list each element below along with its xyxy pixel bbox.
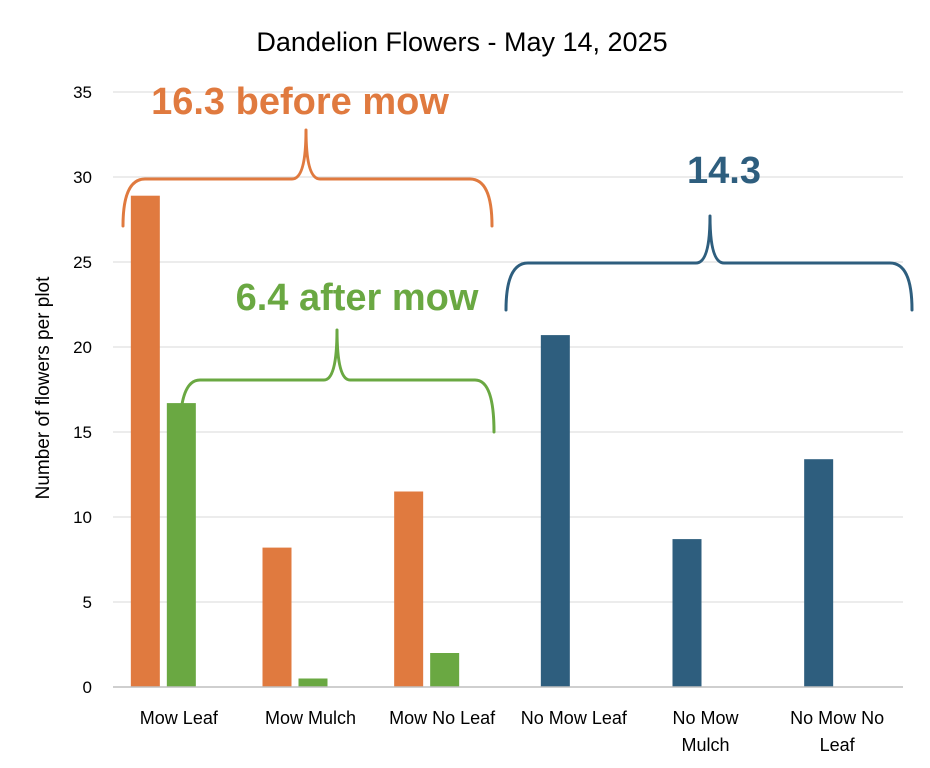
x-category-label: Mulch <box>681 735 729 755</box>
bar-no-mow-5 <box>804 459 834 687</box>
x-category-label: No Mow Leaf <box>521 708 628 728</box>
no-mow-brace <box>504 214 914 312</box>
x-category-label: Mow No Leaf <box>389 708 496 728</box>
bar-no-mow-4 <box>672 539 702 687</box>
bar-mow-before-mow-0 <box>130 195 160 687</box>
y-tick-label: 35 <box>73 83 92 102</box>
x-axis-categories: Mow Leaf Mow Mulch Mow No Leaf No Mow Leaf N… <box>140 708 884 755</box>
y-tick-label: 0 <box>83 678 92 697</box>
chart-title: Dandelion Flowers - May 14, 2025 <box>256 27 667 57</box>
bar-mow-before-mow-2 <box>394 491 424 687</box>
before-mow-brace <box>121 128 494 228</box>
x-category-label: No Mow No <box>790 708 884 728</box>
y-tick-label: 20 <box>73 338 92 357</box>
after-mow-brace <box>178 328 496 434</box>
y-tick-label: 25 <box>73 253 92 272</box>
x-category-label: Mow Mulch <box>265 708 356 728</box>
bar-mow-after-mow-1 <box>298 678 328 687</box>
x-category-label: No Mow <box>672 708 739 728</box>
y-tick-label: 15 <box>73 423 92 442</box>
x-category-label: Mow Leaf <box>140 708 219 728</box>
y-tick-label: 30 <box>73 168 92 187</box>
gridlines <box>113 91 903 603</box>
y-tick-label: 5 <box>83 593 92 612</box>
y-axis-label: Number of flowers per plot <box>33 276 54 500</box>
bars <box>130 195 834 687</box>
bar-mow-before-mow-1 <box>262 547 292 687</box>
no-mow-annotation: 14.3 <box>687 150 761 192</box>
bar-mow-after-mow-2 <box>430 653 460 687</box>
before-mow-annotation: 16.3 before mow <box>151 81 449 123</box>
x-category-label: Leaf <box>820 735 856 755</box>
y-axis-ticks: 0 5 10 15 20 25 30 35 <box>73 83 92 697</box>
bar-no-mow-3 <box>540 335 570 687</box>
bar-mow-after-mow-0 <box>166 403 196 687</box>
after-mow-annotation: 6.4 after mow <box>236 277 479 319</box>
y-tick-label: 10 <box>73 508 92 527</box>
